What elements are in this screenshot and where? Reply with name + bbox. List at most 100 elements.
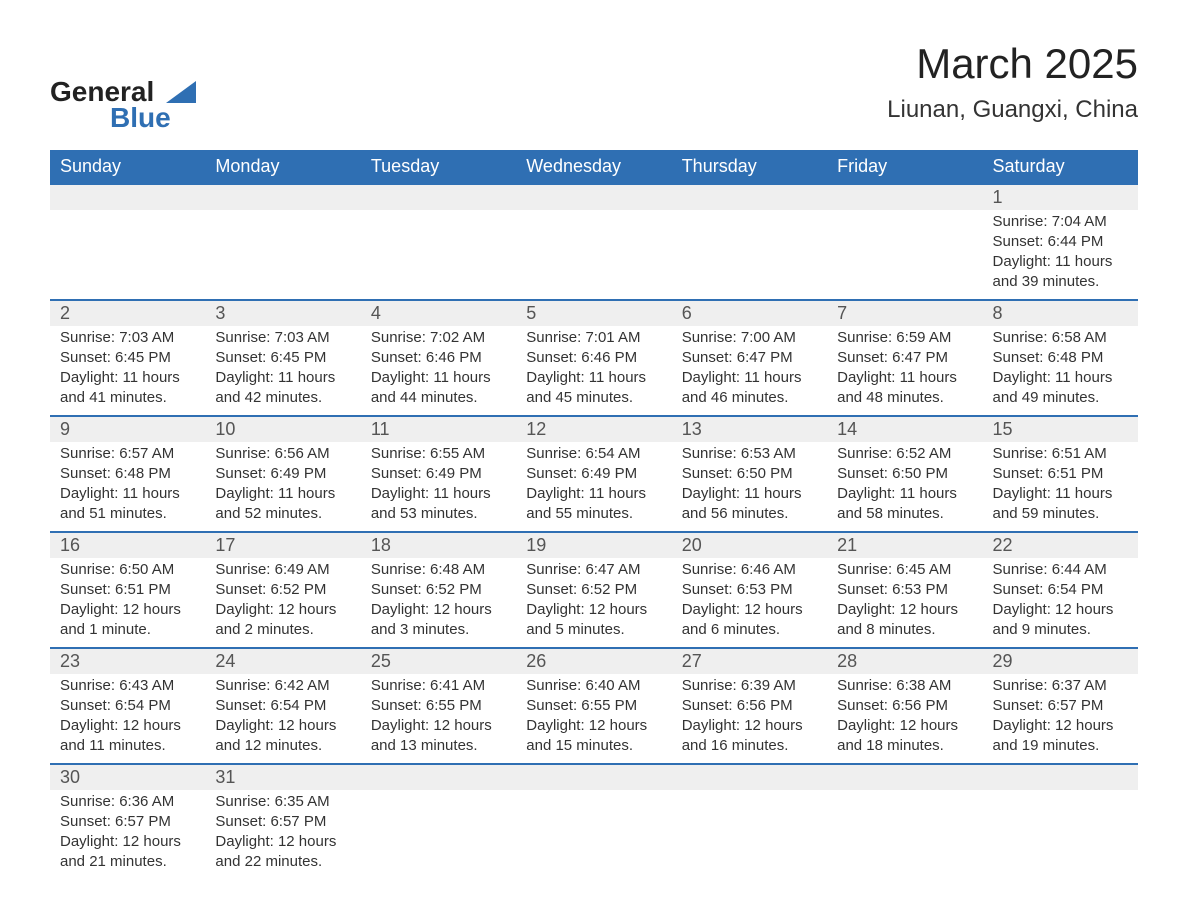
day-cell-detail: Sunrise: 7:03 AMSunset: 6:45 PMDaylight:… bbox=[205, 326, 360, 416]
day-detail: Sunrise: 6:55 AMSunset: 6:49 PMDaylight:… bbox=[361, 442, 516, 531]
day-cell-number bbox=[50, 184, 205, 210]
week-daynum-row: 9101112131415 bbox=[50, 416, 1138, 442]
detail-line-sunrise: Sunrise: 6:39 AM bbox=[682, 676, 817, 696]
day-number: 1 bbox=[983, 185, 1138, 210]
detail-line-dl2: and 56 minutes. bbox=[682, 504, 817, 524]
day-number: 22 bbox=[983, 533, 1138, 558]
day-number: 28 bbox=[827, 649, 982, 674]
day-detail: Sunrise: 6:51 AMSunset: 6:51 PMDaylight:… bbox=[983, 442, 1138, 531]
detail-line-dl2: and 8 minutes. bbox=[837, 620, 972, 640]
day-cell-number: 23 bbox=[50, 648, 205, 674]
detail-line-dl1: Daylight: 11 hours bbox=[526, 368, 661, 388]
day-cell-number bbox=[827, 184, 982, 210]
detail-line-dl2: and 15 minutes. bbox=[526, 736, 661, 756]
day-cell-detail: Sunrise: 6:49 AMSunset: 6:52 PMDaylight:… bbox=[205, 558, 360, 648]
day-cell-number bbox=[516, 764, 671, 790]
day-detail: Sunrise: 6:44 AMSunset: 6:54 PMDaylight:… bbox=[983, 558, 1138, 647]
day-detail: Sunrise: 6:56 AMSunset: 6:49 PMDaylight:… bbox=[205, 442, 360, 531]
day-cell-detail: Sunrise: 6:35 AMSunset: 6:57 PMDaylight:… bbox=[205, 790, 360, 879]
day-cell-detail bbox=[672, 790, 827, 879]
day-number: 12 bbox=[516, 417, 671, 442]
day-number: 19 bbox=[516, 533, 671, 558]
week-daynum-row: 2345678 bbox=[50, 300, 1138, 326]
day-number: 31 bbox=[205, 765, 360, 790]
day-cell-number: 16 bbox=[50, 532, 205, 558]
week-daynum-row: 1 bbox=[50, 184, 1138, 210]
day-cell-detail: Sunrise: 6:51 AMSunset: 6:51 PMDaylight:… bbox=[983, 442, 1138, 532]
detail-line-dl2: and 42 minutes. bbox=[215, 388, 350, 408]
detail-line-sunrise: Sunrise: 6:48 AM bbox=[371, 560, 506, 580]
day-detail: Sunrise: 7:00 AMSunset: 6:47 PMDaylight:… bbox=[672, 326, 827, 415]
detail-line-sunset: Sunset: 6:52 PM bbox=[526, 580, 661, 600]
logo: General Blue bbox=[50, 78, 196, 132]
detail-line-dl2: and 45 minutes. bbox=[526, 388, 661, 408]
detail-line-sunset: Sunset: 6:48 PM bbox=[60, 464, 195, 484]
day-number: 9 bbox=[50, 417, 205, 442]
day-cell-detail: Sunrise: 6:41 AMSunset: 6:55 PMDaylight:… bbox=[361, 674, 516, 764]
detail-line-sunrise: Sunrise: 7:01 AM bbox=[526, 328, 661, 348]
day-number: 5 bbox=[516, 301, 671, 326]
col-wednesday: Wednesday bbox=[516, 150, 671, 184]
detail-line-dl2: and 19 minutes. bbox=[993, 736, 1128, 756]
day-cell-detail bbox=[827, 210, 982, 300]
day-number: 24 bbox=[205, 649, 360, 674]
detail-line-sunrise: Sunrise: 6:38 AM bbox=[837, 676, 972, 696]
day-cell-number bbox=[672, 764, 827, 790]
day-cell-number bbox=[361, 184, 516, 210]
day-detail: Sunrise: 6:41 AMSunset: 6:55 PMDaylight:… bbox=[361, 674, 516, 763]
week-detail-row: Sunrise: 7:03 AMSunset: 6:45 PMDaylight:… bbox=[50, 326, 1138, 416]
day-cell-number bbox=[205, 184, 360, 210]
detail-line-dl1: Daylight: 12 hours bbox=[371, 716, 506, 736]
page-title: March 2025 bbox=[887, 40, 1138, 88]
day-cell-detail bbox=[672, 210, 827, 300]
day-cell-number: 1 bbox=[983, 184, 1138, 210]
day-cell-detail: Sunrise: 6:40 AMSunset: 6:55 PMDaylight:… bbox=[516, 674, 671, 764]
detail-line-dl1: Daylight: 12 hours bbox=[837, 600, 972, 620]
detail-line-sunrise: Sunrise: 6:57 AM bbox=[60, 444, 195, 464]
day-cell-number: 11 bbox=[361, 416, 516, 442]
day-cell-detail: Sunrise: 7:02 AMSunset: 6:46 PMDaylight:… bbox=[361, 326, 516, 416]
day-cell-number: 2 bbox=[50, 300, 205, 326]
detail-line-dl1: Daylight: 11 hours bbox=[371, 368, 506, 388]
day-detail: Sunrise: 6:42 AMSunset: 6:54 PMDaylight:… bbox=[205, 674, 360, 763]
page: General Blue March 2025 Liunan, Guangxi,… bbox=[0, 0, 1188, 918]
day-cell-detail: Sunrise: 6:36 AMSunset: 6:57 PMDaylight:… bbox=[50, 790, 205, 879]
day-cell-number: 20 bbox=[672, 532, 827, 558]
day-cell-detail: Sunrise: 6:44 AMSunset: 6:54 PMDaylight:… bbox=[983, 558, 1138, 648]
day-detail: Sunrise: 6:40 AMSunset: 6:55 PMDaylight:… bbox=[516, 674, 671, 763]
detail-line-sunset: Sunset: 6:44 PM bbox=[993, 232, 1128, 252]
day-cell-number: 5 bbox=[516, 300, 671, 326]
day-cell-number: 3 bbox=[205, 300, 360, 326]
detail-line-sunset: Sunset: 6:57 PM bbox=[993, 696, 1128, 716]
detail-line-dl1: Daylight: 12 hours bbox=[215, 600, 350, 620]
detail-line-dl2: and 6 minutes. bbox=[682, 620, 817, 640]
week-detail-row: Sunrise: 7:04 AMSunset: 6:44 PMDaylight:… bbox=[50, 210, 1138, 300]
detail-line-dl1: Daylight: 12 hours bbox=[526, 716, 661, 736]
detail-line-dl1: Daylight: 12 hours bbox=[60, 600, 195, 620]
day-cell-detail bbox=[983, 790, 1138, 879]
detail-line-sunrise: Sunrise: 6:41 AM bbox=[371, 676, 506, 696]
day-cell-detail bbox=[205, 210, 360, 300]
day-cell-number: 21 bbox=[827, 532, 982, 558]
detail-line-sunset: Sunset: 6:48 PM bbox=[993, 348, 1128, 368]
detail-line-sunset: Sunset: 6:57 PM bbox=[60, 812, 195, 832]
detail-line-sunrise: Sunrise: 6:56 AM bbox=[215, 444, 350, 464]
day-number: 16 bbox=[50, 533, 205, 558]
day-number: 21 bbox=[827, 533, 982, 558]
detail-line-dl2: and 9 minutes. bbox=[993, 620, 1128, 640]
day-cell-detail bbox=[827, 790, 982, 879]
day-cell-detail: Sunrise: 7:03 AMSunset: 6:45 PMDaylight:… bbox=[50, 326, 205, 416]
day-cell-number: 13 bbox=[672, 416, 827, 442]
detail-line-dl2: and 59 minutes. bbox=[993, 504, 1128, 524]
day-cell-number: 29 bbox=[983, 648, 1138, 674]
detail-line-sunset: Sunset: 6:52 PM bbox=[371, 580, 506, 600]
detail-line-dl2: and 11 minutes. bbox=[60, 736, 195, 756]
day-detail: Sunrise: 6:57 AMSunset: 6:48 PMDaylight:… bbox=[50, 442, 205, 531]
detail-line-sunrise: Sunrise: 6:53 AM bbox=[682, 444, 817, 464]
day-number: 8 bbox=[983, 301, 1138, 326]
day-cell-detail: Sunrise: 7:01 AMSunset: 6:46 PMDaylight:… bbox=[516, 326, 671, 416]
day-detail: Sunrise: 6:35 AMSunset: 6:57 PMDaylight:… bbox=[205, 790, 360, 879]
day-detail: Sunrise: 7:01 AMSunset: 6:46 PMDaylight:… bbox=[516, 326, 671, 415]
day-detail: Sunrise: 6:36 AMSunset: 6:57 PMDaylight:… bbox=[50, 790, 205, 879]
detail-line-sunrise: Sunrise: 6:50 AM bbox=[60, 560, 195, 580]
